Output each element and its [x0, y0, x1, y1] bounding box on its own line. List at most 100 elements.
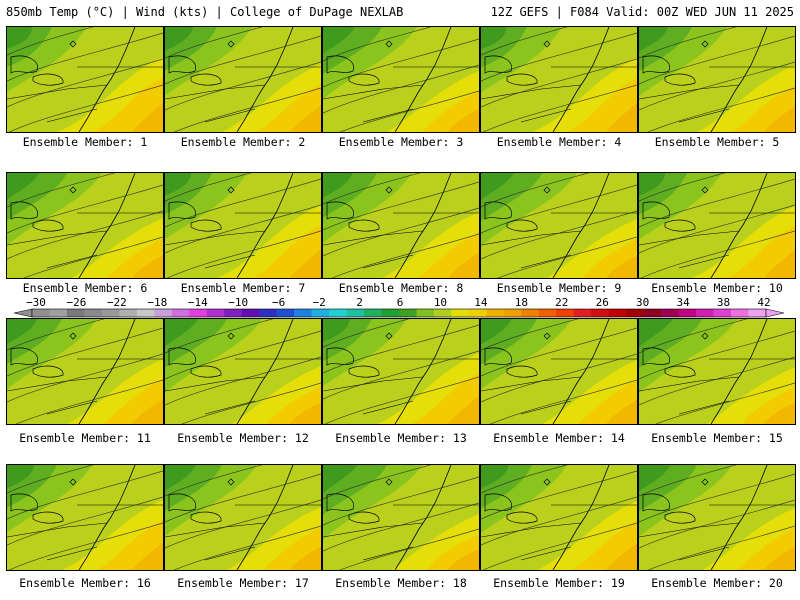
colorbar-swatch: [189, 309, 208, 317]
colorbar-tick-label: −14: [188, 296, 208, 309]
ensemble-member-label: Ensemble Member: 16: [19, 576, 151, 590]
temperature-map: [481, 27, 637, 132]
colorbar-tick-label: −22: [107, 296, 127, 309]
temperature-colorbar: −30 −26 −22 −18 −14 −10 −6 −2 2 6 10 14 18 22 26 30 34 38…: [13, 296, 785, 318]
colorbar-swatch: [486, 309, 505, 317]
colorbar-swatch: [696, 309, 714, 317]
ensemble-member-label: Ensemble Member: 11: [19, 431, 151, 445]
colorbar-swatch: [521, 309, 540, 317]
map-panel-member-4: [480, 26, 638, 133]
colorbar-tick-label: 26: [596, 296, 609, 309]
temperature-map: [481, 173, 637, 278]
colorbar-swatch: [364, 309, 382, 317]
colorbar-tick-label: −6: [272, 296, 285, 309]
colorbar-tick-label: 30: [636, 296, 649, 309]
temperature-map: [639, 27, 795, 132]
map-panel-member-1: [6, 26, 164, 133]
colorbar-swatch: [468, 309, 487, 317]
colorbar-tick-label: 14: [474, 296, 488, 309]
ensemble-member-label: Ensemble Member: 14: [493, 431, 625, 445]
ensemble-member-label: Ensemble Member: 8: [338, 281, 464, 295]
temperature-map: [165, 173, 321, 278]
colorbar-swatch: [276, 309, 295, 317]
map-panel-member-16: [6, 464, 164, 571]
colorbar-swatch: [119, 309, 138, 317]
temperature-map: [165, 319, 321, 424]
temperature-map: [323, 465, 479, 570]
map-panel-member-8: [322, 172, 480, 279]
colorbar-left-arrow: [13, 308, 33, 318]
ensemble-member-label: Ensemble Member: 1: [22, 135, 148, 149]
ensemble-member-label: Ensemble Member: 17: [177, 576, 309, 590]
ensemble-member-label: Ensemble Member: 19: [493, 576, 625, 590]
colorbar-swatch: [503, 309, 522, 317]
map-panel-member-10: [638, 172, 796, 279]
colorbar-swatch: [329, 309, 347, 317]
map-panel-member-17: [164, 464, 322, 571]
map-panel-member-19: [480, 464, 638, 571]
colorbar-swatch: [731, 309, 749, 317]
colorbar-swatch: [154, 309, 173, 317]
ensemble-member-label: Ensemble Member: 12: [177, 431, 309, 445]
colorbar-swatch: [259, 309, 277, 317]
colorbar-swatch: [346, 309, 365, 317]
ensemble-member-label: Ensemble Member: 10: [651, 281, 783, 295]
map-panel-member-13: [322, 318, 480, 425]
colorbar-swatch: [626, 309, 644, 317]
colorbar-swatch: [311, 309, 330, 317]
colorbar-swatch: [713, 309, 732, 317]
temperature-map: [7, 173, 163, 278]
map-panel-member-5: [638, 26, 796, 133]
map-panel-member-15: [638, 318, 796, 425]
temperature-map: [481, 465, 637, 570]
temperature-map: [639, 319, 795, 424]
colorbar-right-arrow: [765, 308, 785, 318]
temperature-map: [7, 27, 163, 132]
colorbar-swatch: [101, 309, 120, 317]
colorbar-swatch: [294, 309, 312, 317]
colorbar-swatch: [84, 309, 103, 317]
map-panel-member-6: [6, 172, 164, 279]
colorbar-swatch: [678, 309, 697, 317]
map-panel-member-14: [480, 318, 638, 425]
colorbar-swatch: [381, 309, 400, 317]
colorbar-swatch: [591, 309, 610, 317]
temperature-map: [323, 173, 479, 278]
header-run-info: 12Z GEFS | F084 Valid: 00Z WED JUN 11 20…: [490, 5, 794, 19]
colorbar-swatch: [661, 309, 679, 317]
ensemble-member-label: Ensemble Member: 4: [496, 135, 622, 149]
colorbar-swatch: [416, 309, 435, 317]
colorbar-swatch: [66, 309, 85, 317]
colorbar-tick-label: 38: [717, 296, 730, 309]
colorbar-tick-label: 22: [555, 296, 568, 309]
colorbar-swatch: [608, 309, 627, 317]
colorbar-swatch: [136, 309, 155, 317]
map-panel-member-11: [6, 318, 164, 425]
ensemble-member-label: Ensemble Member: 7: [180, 281, 306, 295]
temperature-map: [639, 173, 795, 278]
colorbar-swatch: [451, 309, 470, 317]
header-title: 850mb Temp (°C) | Wind (kts) | College o…: [6, 5, 404, 19]
colorbar-swatch: [171, 309, 190, 317]
colorbar-swatch: [748, 309, 767, 317]
temperature-map: [639, 465, 795, 570]
map-panel-member-20: [638, 464, 796, 571]
colorbar-swatch: [643, 309, 662, 317]
ensemble-member-label: Ensemble Member: 5: [654, 135, 780, 149]
colorbar-swatch: [433, 309, 452, 317]
colorbar-swatch: [556, 309, 575, 317]
colorbar-tick-label: −2: [312, 296, 325, 309]
colorbar-tick-label: 10: [434, 296, 447, 309]
colorbar-tick-label: 42: [757, 296, 770, 309]
colorbar-swatch: [206, 309, 225, 317]
colorbar-tick-label: −26: [67, 296, 87, 309]
colorbar-swatch: [573, 309, 592, 317]
temperature-map: [165, 27, 321, 132]
ensemble-member-label: Ensemble Member: 9: [496, 281, 622, 295]
map-panel-member-7: [164, 172, 322, 279]
colorbar-swatch: [241, 309, 260, 317]
colorbar-swatch: [49, 309, 68, 317]
ensemble-member-label: Ensemble Member: 18: [335, 576, 467, 590]
temperature-map: [481, 319, 637, 424]
colorbar-swatch: [32, 309, 50, 317]
